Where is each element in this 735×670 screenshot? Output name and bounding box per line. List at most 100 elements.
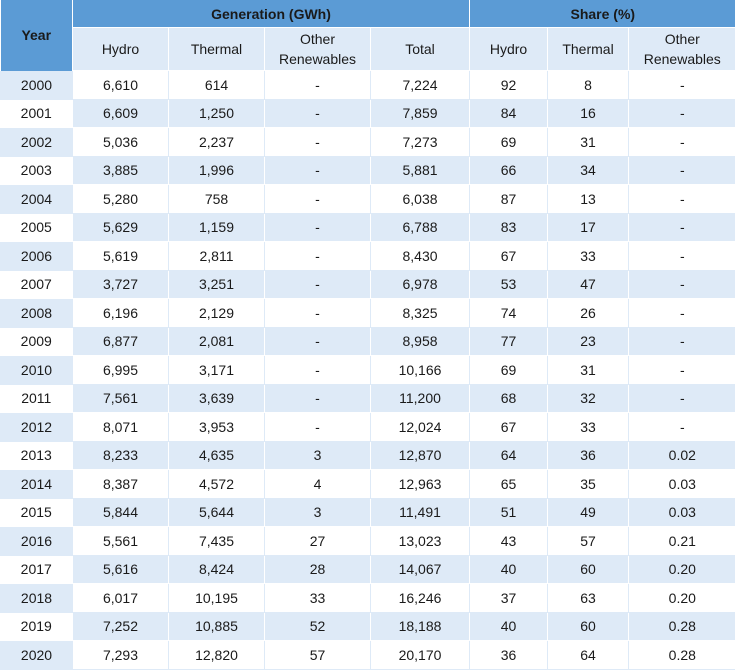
cell-share-other-renewables: - bbox=[628, 327, 735, 356]
cell-share-hydro: 36 bbox=[469, 640, 548, 670]
cell-share-hydro: 87 bbox=[469, 184, 548, 214]
cell-gen-thermal: 3,953 bbox=[168, 412, 265, 442]
table-row: 2013 8,233 4,635 3 12,870 64 36 0.02 bbox=[0, 441, 735, 470]
cell-gen-other-renewables: 57 bbox=[264, 640, 371, 670]
cell-share-thermal: 16 bbox=[547, 99, 629, 128]
table-row: 2020 7,293 12,820 57 20,170 36 64 0.28 bbox=[0, 640, 735, 670]
cell-gen-thermal: 1,250 bbox=[168, 99, 265, 128]
cell-share-other-renewables: 0.20 bbox=[628, 583, 735, 613]
cell-year: 2014 bbox=[0, 469, 73, 499]
cell-year: 2019 bbox=[0, 612, 73, 641]
cell-gen-thermal: 2,237 bbox=[168, 127, 265, 157]
cell-year: 2017 bbox=[0, 555, 73, 584]
cell-share-thermal: 32 bbox=[547, 384, 629, 413]
cell-gen-total: 6,038 bbox=[369, 184, 470, 214]
cell-share-other-renewables: - bbox=[628, 127, 735, 157]
cell-year: 2010 bbox=[0, 355, 73, 385]
cell-gen-hydro: 6,609 bbox=[72, 99, 169, 128]
cell-year: 2009 bbox=[0, 327, 73, 356]
cell-share-other-renewables: - bbox=[628, 355, 735, 385]
cell-share-thermal: 13 bbox=[547, 184, 629, 214]
cell-year: 2007 bbox=[0, 270, 73, 299]
cell-gen-other-renewables: 33 bbox=[264, 583, 371, 613]
cell-share-hydro: 40 bbox=[469, 555, 548, 584]
generation-group-header: Generation (GWh) bbox=[72, 0, 470, 28]
cell-gen-total: 12,024 bbox=[369, 412, 470, 442]
cell-gen-thermal: 2,129 bbox=[168, 298, 265, 328]
cell-gen-hydro: 5,036 bbox=[72, 127, 169, 157]
table-header: Year Generation (GWh) Share (%) Hydro Th… bbox=[0, 0, 735, 71]
share-thermal-header: Thermal bbox=[547, 27, 629, 71]
cell-share-hydro: 51 bbox=[469, 498, 548, 527]
cell-gen-hydro: 7,293 bbox=[72, 640, 169, 670]
cell-share-thermal: 64 bbox=[547, 640, 629, 670]
cell-share-other-renewables: 0.28 bbox=[628, 612, 735, 641]
cell-year: 2003 bbox=[0, 156, 73, 185]
cell-gen-thermal: 7,435 bbox=[168, 526, 265, 556]
cell-share-thermal: 31 bbox=[547, 355, 629, 385]
cell-year: 2012 bbox=[0, 412, 73, 442]
cell-year: 2015 bbox=[0, 498, 73, 527]
cell-gen-total: 6,978 bbox=[369, 270, 470, 299]
table-row: 2000 6,610 614-7,224 92 8- bbox=[0, 70, 735, 100]
cell-gen-hydro: 5,844 bbox=[72, 498, 169, 527]
cell-gen-other-renewables: - bbox=[264, 412, 371, 442]
cell-share-thermal: 33 bbox=[547, 412, 629, 442]
cell-gen-thermal: 614 bbox=[168, 70, 265, 100]
cell-share-hydro: 64 bbox=[469, 441, 548, 470]
cell-share-thermal: 26 bbox=[547, 298, 629, 328]
year-column-header: Year bbox=[0, 0, 73, 71]
cell-gen-total: 12,870 bbox=[369, 441, 470, 470]
table-row: 2014 8,387 4,572 4 12,963 65 35 0.03 bbox=[0, 469, 735, 499]
cell-year: 2020 bbox=[0, 640, 73, 670]
cell-share-thermal: 47 bbox=[547, 270, 629, 299]
table-row: 2012 8,071 3,953-12,024 67 33- bbox=[0, 412, 735, 442]
cell-gen-hydro: 7,252 bbox=[72, 612, 169, 641]
cell-share-hydro: 40 bbox=[469, 612, 548, 641]
cell-gen-hydro: 5,616 bbox=[72, 555, 169, 584]
cell-share-thermal: 49 bbox=[547, 498, 629, 527]
cell-share-other-renewables: - bbox=[628, 70, 735, 100]
cell-gen-thermal: 5,644 bbox=[168, 498, 265, 527]
cell-gen-total: 16,246 bbox=[369, 583, 470, 613]
table-row: 2016 5,561 7,435 27 13,023 43 57 0.21 bbox=[0, 526, 735, 556]
gen-total-header: Total bbox=[369, 27, 470, 71]
cell-gen-other-renewables: 52 bbox=[264, 612, 371, 641]
cell-gen-hydro: 7,561 bbox=[72, 384, 169, 413]
cell-gen-total: 8,958 bbox=[369, 327, 470, 356]
cell-share-hydro: 67 bbox=[469, 241, 548, 271]
cell-share-thermal: 63 bbox=[547, 583, 629, 613]
cell-year: 2000 bbox=[0, 70, 73, 100]
cell-gen-hydro: 6,196 bbox=[72, 298, 169, 328]
table-row: 2006 5,619 2,811-8,430 67 33- bbox=[0, 241, 735, 271]
cell-share-other-renewables: 0.02 bbox=[628, 441, 735, 470]
cell-share-other-renewables: - bbox=[628, 298, 735, 328]
cell-gen-total: 11,491 bbox=[369, 498, 470, 527]
cell-year: 2008 bbox=[0, 298, 73, 328]
cell-gen-other-renewables: - bbox=[264, 99, 371, 128]
cell-year: 2005 bbox=[0, 213, 73, 242]
table-row: 2002 5,036 2,237-7,273 69 31- bbox=[0, 127, 735, 157]
cell-gen-other-renewables: - bbox=[264, 213, 371, 242]
cell-share-other-renewables: 0.03 bbox=[628, 498, 735, 527]
cell-share-thermal: 34 bbox=[547, 156, 629, 185]
cell-gen-thermal: 2,811 bbox=[168, 241, 265, 271]
cell-share-thermal: 17 bbox=[547, 213, 629, 242]
table-row: 2017 5,616 8,424 28 14,067 40 60 0.20 bbox=[0, 555, 735, 584]
cell-gen-thermal: 10,195 bbox=[168, 583, 265, 613]
cell-gen-hydro: 8,071 bbox=[72, 412, 169, 442]
cell-gen-total: 20,170 bbox=[369, 640, 470, 670]
cell-share-other-renewables: 0.03 bbox=[628, 469, 735, 499]
table-row: 2009 6,877 2,081-8,958 77 23- bbox=[0, 327, 735, 356]
cell-year: 2013 bbox=[0, 441, 73, 470]
cell-share-other-renewables: - bbox=[628, 184, 735, 214]
cell-gen-other-renewables: - bbox=[264, 156, 371, 185]
cell-gen-other-renewables: 4 bbox=[264, 469, 371, 499]
cell-gen-other-renewables: - bbox=[264, 384, 371, 413]
cell-share-thermal: 35 bbox=[547, 469, 629, 499]
table-row: 2007 3,727 3,251-6,978 53 47- bbox=[0, 270, 735, 299]
cell-year: 2016 bbox=[0, 526, 73, 556]
cell-gen-thermal: 3,171 bbox=[168, 355, 265, 385]
cell-year: 2004 bbox=[0, 184, 73, 214]
